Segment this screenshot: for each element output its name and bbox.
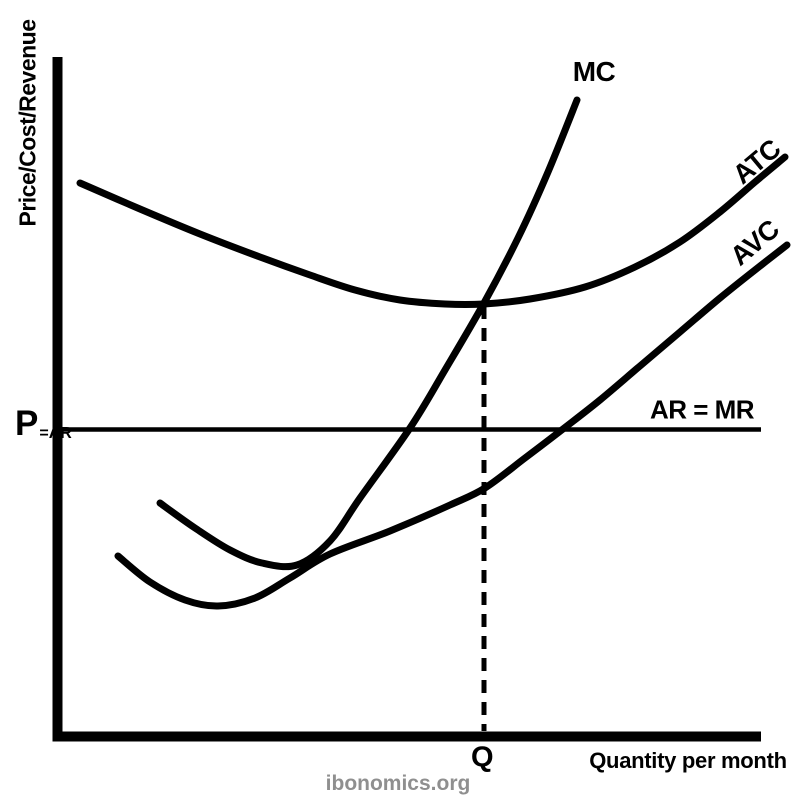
quantity-marker-label: Q bbox=[470, 741, 494, 774]
ar-mr-line-label: AR = MR bbox=[649, 394, 755, 425]
watermark-text: ibonomics.org bbox=[325, 772, 471, 795]
mc-curve bbox=[156, 96, 581, 571]
y-axis-label: Price/Cost/Revenue bbox=[14, 19, 41, 227]
price-label-subscript: =AR bbox=[39, 425, 72, 442]
price-label-main: P bbox=[15, 404, 39, 443]
mc-curve-label: MC bbox=[572, 56, 616, 87]
price-label: P=AR bbox=[15, 404, 72, 444]
atc-curve bbox=[76, 153, 789, 309]
avc-curve bbox=[114, 241, 791, 610]
x-axis-label: Quantity per month bbox=[589, 748, 787, 773]
